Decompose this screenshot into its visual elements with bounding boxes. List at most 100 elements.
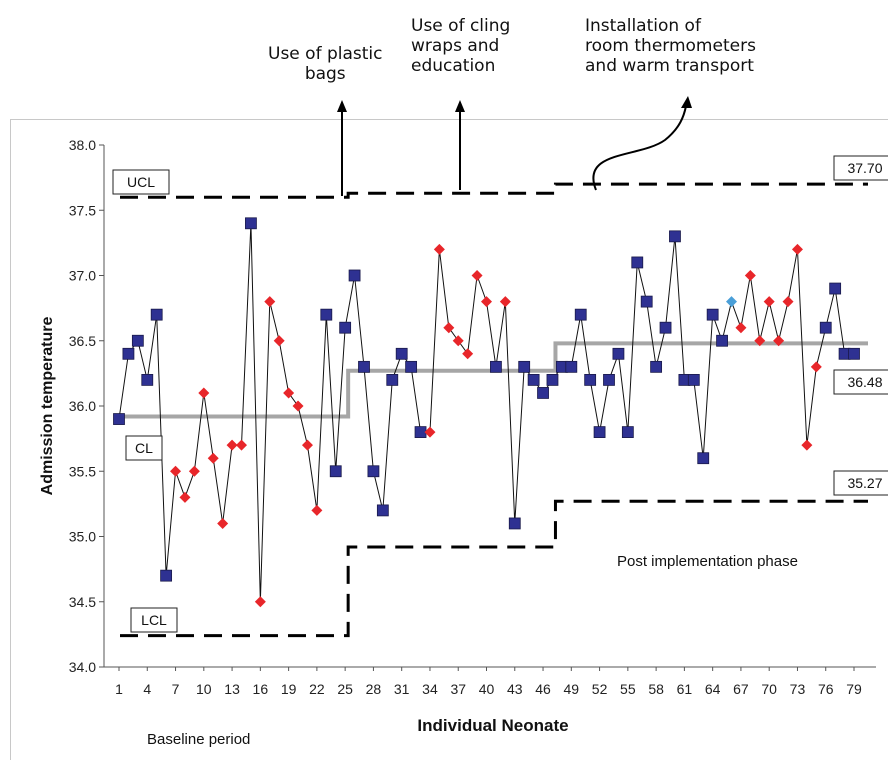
- x-tick-label: 67: [733, 681, 749, 697]
- data-point-diamond: [735, 322, 747, 334]
- data-point-diamond: [292, 400, 304, 412]
- x-tick-label: 16: [253, 681, 269, 697]
- baseline-period-label: Baseline period: [147, 731, 251, 748]
- x-tick-label: 49: [564, 681, 580, 697]
- data-point-diamond: [754, 335, 766, 347]
- data-point-square: [245, 217, 257, 230]
- data-point-square: [640, 295, 653, 308]
- data-point-square: [122, 347, 135, 360]
- x-tick-label: 40: [479, 681, 495, 697]
- data-point-diamond: [773, 335, 785, 347]
- data-point-square: [819, 321, 832, 334]
- data-point-square: [574, 308, 587, 321]
- post-implementation-label: Post implementation phase: [617, 553, 798, 570]
- arrowhead-cling-wraps: [455, 100, 465, 112]
- data-point-square: [376, 504, 389, 517]
- y-tick-label: 36.0: [69, 398, 96, 414]
- x-tick-label: 76: [818, 681, 834, 697]
- data-point-diamond: [170, 465, 182, 477]
- data-point-square: [546, 373, 559, 386]
- x-tick-label: 37: [450, 681, 466, 697]
- lcl-line: [120, 499, 868, 638]
- chart-frame: [10, 119, 888, 760]
- x-tick-label: 13: [224, 681, 240, 697]
- data-point-diamond: [782, 296, 794, 308]
- x-tick-label: 28: [366, 681, 382, 697]
- data-point-diamond: [433, 243, 445, 255]
- data-point-square: [395, 347, 408, 360]
- data-point-diamond: [179, 491, 191, 503]
- data-point-square: [131, 334, 144, 347]
- y-tick-label: 36.5: [69, 333, 96, 349]
- data-point-diamond: [188, 465, 200, 477]
- data-point-square: [669, 230, 681, 243]
- data-point-diamond: [311, 504, 323, 516]
- data-point-square: [358, 360, 370, 373]
- arrowhead-plastic-bags: [337, 100, 347, 112]
- data-point-square: [339, 321, 352, 334]
- y-axis-title: Admission temperature: [39, 317, 56, 496]
- ucl-value-label-box: [833, 155, 888, 181]
- data-point-square: [565, 360, 578, 373]
- cl-value-label: 36.48: [847, 374, 882, 390]
- data-point-diamond: [273, 335, 285, 347]
- x-tick-label: 52: [592, 681, 608, 697]
- data-point-square: [706, 308, 719, 321]
- data-point-square: [141, 373, 154, 386]
- data-point-square: [716, 334, 728, 347]
- data-point-square: [508, 517, 521, 530]
- data-point-diamond: [810, 361, 822, 373]
- cl-value-label-box: [833, 369, 888, 395]
- x-tick-label: 1: [115, 681, 123, 697]
- x-tick-label: 64: [705, 681, 721, 697]
- data-point-square: [612, 347, 625, 360]
- data-point-square: [621, 426, 634, 439]
- data-point-square: [490, 360, 502, 373]
- data-point-diamond: [207, 452, 219, 464]
- y-tick-label: 37.5: [69, 202, 96, 218]
- data-point-square: [687, 373, 700, 386]
- ucl-label-box: [112, 169, 170, 195]
- cl-label-box: [125, 435, 163, 461]
- lcl-value-label: 35.27: [847, 475, 882, 491]
- data-point-diamond: [452, 335, 464, 347]
- y-tick-label: 34.0: [69, 659, 96, 675]
- x-tick-label: 58: [648, 681, 664, 697]
- x-tick-label: 46: [535, 681, 551, 697]
- series-line: [118, 223, 855, 602]
- lcl-value-label-box: [833, 470, 888, 496]
- data-point-diamond: [226, 439, 238, 451]
- data-point-diamond: [471, 270, 483, 281]
- data-point-square: [329, 465, 342, 478]
- annotation-plastic-bags: Use of plastic bags: [268, 44, 383, 84]
- center-line: [120, 341, 868, 419]
- x-tick-label: 4: [143, 681, 151, 697]
- data-point-diamond: [283, 387, 295, 399]
- x-tick-label: 7: [172, 681, 180, 697]
- x-tick-label: 70: [761, 681, 777, 697]
- ucl-value-label: 37.70: [847, 160, 882, 176]
- data-point-diamond: [801, 439, 813, 451]
- y-tick-label: 38.0: [69, 137, 96, 153]
- data-point-diamond: [744, 270, 756, 281]
- data-point-square: [320, 308, 333, 321]
- data-point-square: [518, 360, 531, 373]
- x-tick-label: 25: [337, 681, 353, 697]
- data-point-square: [386, 373, 399, 386]
- data-point-square: [537, 387, 549, 399]
- data-point-square: [584, 373, 597, 386]
- arrow-thermometers: [592, 105, 687, 191]
- data-point-diamond: [236, 439, 248, 451]
- data-point-diamond: [301, 439, 313, 451]
- x-axis-title: Individual Neonate: [417, 716, 568, 735]
- data-point-diamond: [198, 387, 210, 399]
- x-tick-label: 22: [309, 681, 325, 697]
- y-tick-label: 35.0: [69, 529, 96, 545]
- data-point-diamond: [462, 348, 474, 360]
- data-point-square: [527, 373, 540, 386]
- data-point-square: [113, 413, 125, 425]
- data-point-diamond: [726, 296, 738, 308]
- x-tick-label: 34: [422, 681, 438, 697]
- data-point-diamond: [443, 322, 455, 334]
